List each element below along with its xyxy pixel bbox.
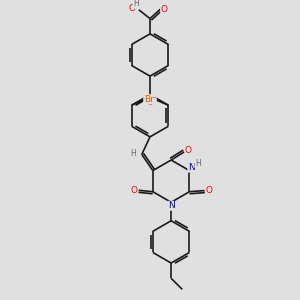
Text: O: O — [160, 5, 168, 14]
Text: Br: Br — [144, 95, 154, 104]
Text: H: H — [133, 0, 139, 8]
Text: O: O — [146, 98, 154, 107]
Text: O: O — [129, 4, 136, 13]
Text: O: O — [206, 186, 213, 195]
Text: N: N — [188, 163, 195, 172]
Text: Br: Br — [146, 95, 156, 104]
Text: H: H — [195, 159, 200, 168]
Text: O: O — [185, 146, 192, 155]
Text: O: O — [130, 186, 138, 195]
Text: H: H — [131, 149, 137, 158]
Text: N: N — [168, 201, 175, 210]
